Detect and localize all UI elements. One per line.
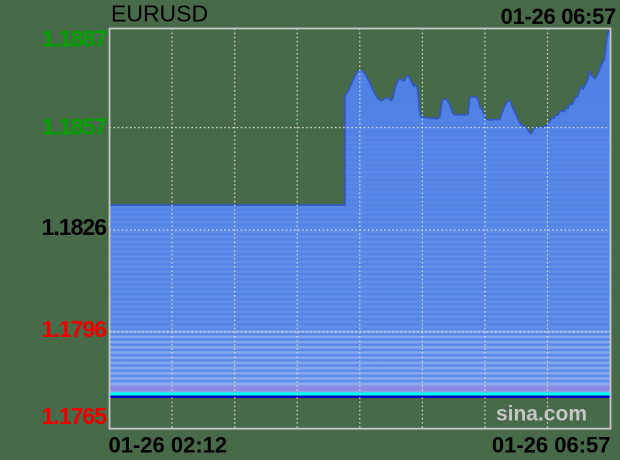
svg-text:1.1796: 1.1796 [42,316,107,342]
svg-text:1.1765: 1.1765 [42,403,108,429]
svg-text:1.1857: 1.1857 [42,114,107,140]
svg-text:1.1887: 1.1887 [42,26,107,52]
svg-text:EURUSD: EURUSD [111,1,208,27]
svg-text:sina.com: sina.com [496,402,587,425]
svg-text:01-26 06:57: 01-26 06:57 [501,4,616,29]
svg-text:01-26 06:57: 01-26 06:57 [492,433,611,458]
svg-text:1.1826: 1.1826 [42,214,107,240]
svg-text:01-26 02:12: 01-26 02:12 [109,433,228,458]
